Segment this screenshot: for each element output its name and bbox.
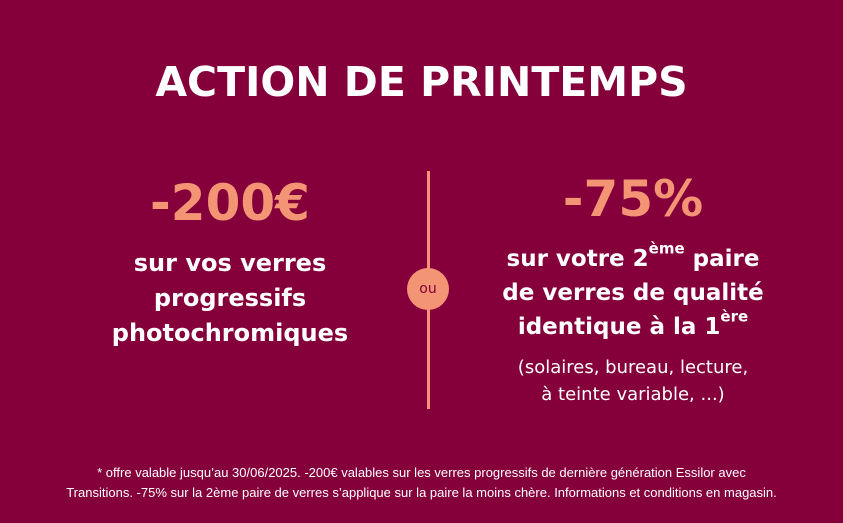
offer-right-amount: -75% [562,170,704,228]
or-badge: ou [407,268,449,310]
offer-right-line-1: sur votre 2ème paire [478,239,788,276]
legal-footnote: * offre valable jusqu’au 30/06/2025. -20… [0,463,843,503]
offer-right-line-1-end: paire [684,246,760,272]
offer-right-note-line-2: à teinte variable, ...) [541,384,725,405]
offer-left-line-2: progressifs [153,284,307,312]
offer-right-line-2: de verres de qualité [502,280,764,306]
offer-right: -75% sur votre 2ème paire de verres de q… [478,168,788,408]
legal-footnote-line-2: Transitions. -75% sur la 2ème paire de v… [66,485,777,500]
promo-title: ACTION DE PRINTEMPS [155,58,688,106]
offer-left: -200€ sur vos verres progressifs photoch… [100,172,360,351]
legal-footnote-line-1: * offre valable jusqu’au 30/06/2025. -20… [97,465,746,480]
offer-right-note-line-1: (solaires, bureau, lecture, [517,357,749,378]
divider-line-bottom [427,306,430,409]
offer-right-line-3-superscript: ère [720,307,749,326]
offer-left-amount: -200€ [150,174,310,232]
offer-right-line-1-superscript: ème [648,239,685,258]
offer-left-line-1: sur vos verres [133,249,327,277]
offer-left-line-3: photochromiques [111,319,349,347]
offer-right-line-3: identique à la 1ère [478,307,788,344]
offer-right-line-1-text: sur votre 2 [506,246,649,272]
offer-left-description: sur vos verres progressifs photochromiqu… [100,246,360,351]
offer-right-description: sur votre 2ème paire de verres de qualit… [478,239,788,344]
offer-right-line-3-text: identique à la 1 [517,314,721,340]
offer-right-note: (solaires, bureau, lecture, à teinte var… [478,354,788,408]
divider-line-top [427,171,430,273]
